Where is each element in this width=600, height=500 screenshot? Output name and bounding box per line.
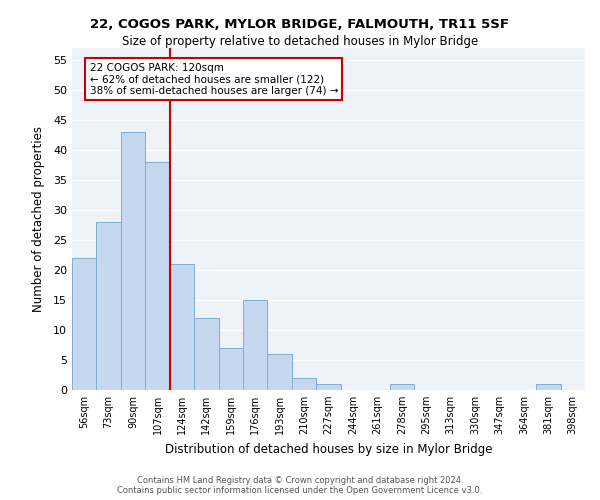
Bar — [97, 222, 121, 390]
Bar — [121, 132, 145, 390]
Y-axis label: Number of detached properties: Number of detached properties — [32, 126, 44, 312]
Bar — [194, 318, 218, 390]
Text: 22, COGOS PARK, MYLOR BRIDGE, FALMOUTH, TR11 5SF: 22, COGOS PARK, MYLOR BRIDGE, FALMOUTH, … — [91, 18, 509, 30]
Text: 22 COGOS PARK: 120sqm
← 62% of detached houses are smaller (122)
38% of semi-det: 22 COGOS PARK: 120sqm ← 62% of detached … — [89, 62, 338, 96]
Bar — [170, 264, 194, 390]
Bar — [268, 354, 292, 390]
Bar — [218, 348, 243, 390]
Text: Contains public sector information licensed under the Open Government Licence v3: Contains public sector information licen… — [118, 486, 482, 495]
Text: Size of property relative to detached houses in Mylor Bridge: Size of property relative to detached ho… — [122, 35, 478, 48]
Bar — [145, 162, 170, 390]
Bar — [292, 378, 316, 390]
Bar — [72, 258, 97, 390]
Bar — [316, 384, 341, 390]
X-axis label: Distribution of detached houses by size in Mylor Bridge: Distribution of detached houses by size … — [165, 442, 492, 456]
Bar — [536, 384, 560, 390]
Bar — [389, 384, 414, 390]
Text: Contains HM Land Registry data © Crown copyright and database right 2024.: Contains HM Land Registry data © Crown c… — [137, 476, 463, 485]
Bar — [243, 300, 268, 390]
